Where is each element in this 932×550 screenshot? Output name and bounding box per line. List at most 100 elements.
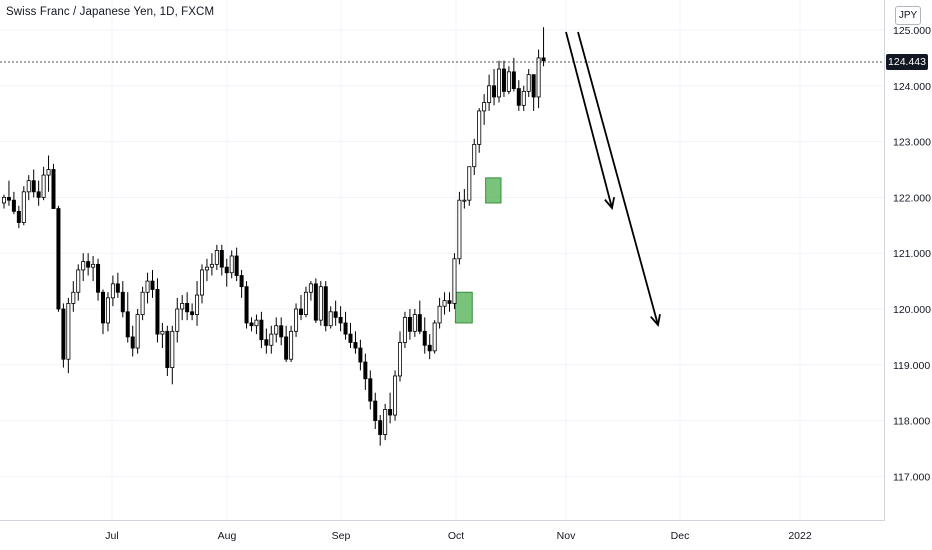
currency-badge[interactable]: JPY [895,6,921,25]
candle [115,272,120,298]
candle-body [303,291,308,315]
candle [81,253,86,282]
candle [41,166,46,201]
candle [259,311,264,349]
candle-body [536,57,541,98]
candle [86,253,91,276]
candle [432,320,437,354]
candle [506,66,511,95]
candle-body [477,110,482,145]
candle [199,264,204,304]
y-tick-label: 120.000 [893,304,931,316]
candle-body [289,330,294,360]
candle-body [105,297,110,324]
candle-body [96,263,101,293]
candle-body [333,311,338,318]
candle-body [165,330,170,368]
candle-body [284,336,289,360]
candle [353,331,358,354]
candle-body [229,255,234,274]
candle-body [16,210,21,223]
candle [130,325,135,357]
candle [120,281,125,318]
candle-body [496,68,501,98]
candle [125,292,130,343]
candle [417,300,422,335]
candle-body [259,319,264,341]
candle [378,415,383,446]
candle [165,325,170,376]
candle-body [402,316,407,343]
candle [477,108,482,153]
drawn-arrows[interactable] [565,31,661,327]
candle-body [541,57,546,62]
candle [294,303,299,337]
candle-body [472,143,477,168]
candle-body [318,286,323,321]
y-tick-label: 125.000 [893,25,931,37]
time-axis[interactable]: Jul Aug Sep Oct Nov Dec 2022 [105,530,812,542]
candle-body [487,85,492,103]
candle [36,180,41,206]
grid [0,0,884,520]
candle-body [264,339,269,346]
candle [6,180,11,206]
candle-body [135,314,140,349]
price-axis[interactable]: 125.000 124.000 123.000 122.000 121.000 120.0… [893,25,931,483]
candle [264,328,269,354]
candle [467,166,472,206]
candle-body [269,333,274,346]
x-tick-label: Nov [557,530,576,542]
candle-body [521,90,526,106]
candle-body [120,291,125,313]
candle-body [224,266,229,274]
candle-body [199,269,204,296]
candle [348,322,353,349]
highlight-box[interactable] [485,177,502,204]
candle-body [437,305,442,324]
candle [412,309,417,337]
candle [358,339,363,371]
candle [368,370,373,410]
candle-body [190,311,195,315]
x-tick-label: Oct [448,530,464,542]
candle [66,297,71,374]
candle-body [86,261,91,268]
candle [195,281,200,326]
down-arrow[interactable] [565,31,616,211]
candle-body [294,308,299,332]
candle [96,258,101,301]
candle-body [412,314,417,332]
candle [457,191,462,265]
candle [160,322,165,349]
candle [21,186,26,226]
candle [333,300,338,326]
candle-body [155,289,160,335]
candle-body [110,283,115,299]
candle [140,286,145,321]
candle-body [457,199,462,260]
candle-body [219,250,224,268]
candle-body [383,409,388,435]
candle [313,278,318,323]
candle [110,275,115,307]
candle-body [427,344,432,352]
candle-body [417,314,422,332]
candle [511,57,516,92]
highlight-box[interactable] [454,291,473,324]
candle [190,303,195,321]
candle [496,60,501,103]
candle-body [348,333,353,343]
candle-body [506,71,511,92]
candle [437,297,442,329]
symbol-title: Swiss Franc / Japanese Yen, 1D, FXCM [6,6,215,18]
candle-body [6,196,11,201]
candle-body [244,286,249,324]
down-arrow[interactable] [577,31,661,327]
candle-body [125,311,130,338]
candle-body [214,250,219,265]
candle-body [328,311,333,327]
candle-body [511,71,516,89]
candle [2,194,7,209]
